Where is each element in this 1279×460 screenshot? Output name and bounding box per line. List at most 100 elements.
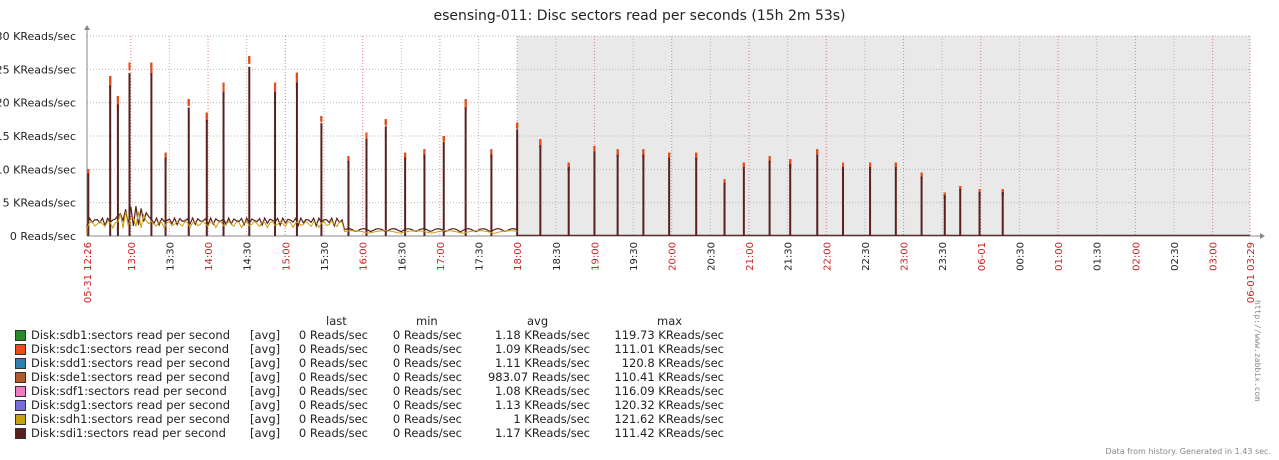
spike-bar xyxy=(404,157,407,236)
legend-header-min: min xyxy=(416,314,438,328)
legend-min: 0 Reads/sec xyxy=(392,370,462,384)
legend-max: 111.01 KReads/sec xyxy=(614,342,724,356)
legend-name: Disk:sdb1:sectors read per second xyxy=(31,328,230,342)
legend-name: Disk:sdf1:sectors read per second xyxy=(31,384,227,398)
x-tick-label: 22:00 xyxy=(822,242,833,271)
legend-min: 0 Reads/sec xyxy=(392,342,462,356)
legend-item: Disk:sdf1:sectors read per second [avg] 0 … xyxy=(0,384,900,398)
legend-item: Disk:sdd1:sectors read per second [avg] 0 … xyxy=(0,356,900,370)
spike-cap xyxy=(205,112,208,123)
legend-last: 0 Reads/sec xyxy=(298,342,368,356)
legend-swatch xyxy=(15,400,26,411)
spike-cap xyxy=(295,72,298,90)
spike-bar xyxy=(187,107,190,237)
x-tick-label: 15:00 xyxy=(281,242,292,271)
spike-bar xyxy=(695,157,698,236)
x-tick-label: 22:30 xyxy=(861,242,872,271)
x-tick-label: 05-31 12:26 xyxy=(83,242,94,303)
spike-cap xyxy=(116,96,119,111)
legend-name: Disk:sdh1:sectors read per second xyxy=(31,412,230,426)
legend-agg: [avg] xyxy=(250,370,281,384)
spike-bar xyxy=(295,82,298,236)
x-tick-label: 13:30 xyxy=(165,242,176,271)
legend-min: 0 Reads/sec xyxy=(392,328,462,342)
spike-cap xyxy=(642,149,645,160)
y-tick-label: 0 Reads/sec xyxy=(10,230,76,243)
spike-cap xyxy=(539,139,542,148)
spike-cap xyxy=(695,152,698,161)
spike-cap xyxy=(842,162,845,170)
spike-bar xyxy=(616,154,619,236)
x-tick-label: 14:00 xyxy=(204,242,215,271)
spike-bar xyxy=(205,120,208,236)
spike-cap xyxy=(320,116,323,123)
x-tick-label: 23:30 xyxy=(938,242,949,271)
spike-bar xyxy=(87,173,90,236)
legend-max: 119.73 KReads/sec xyxy=(614,328,724,342)
spike-bar xyxy=(464,107,467,237)
legend-swatch xyxy=(15,344,26,355)
spike-cap xyxy=(593,146,596,152)
legend-item: Disk:sdh1:sectors read per second [avg] 0 … xyxy=(0,412,900,426)
legend-last: 0 Reads/sec xyxy=(298,356,368,370)
spike-bar xyxy=(723,182,726,236)
legend-swatch xyxy=(15,372,26,383)
x-tick-label: 00:30 xyxy=(1015,242,1026,271)
spike-bar xyxy=(384,126,387,236)
legend-max: 116.09 KReads/sec xyxy=(614,384,724,398)
legend-name: Disk:sdi1:sectors read per second xyxy=(31,426,226,440)
series-line-sdi1 xyxy=(86,206,1250,236)
series-line-sdh1 xyxy=(86,211,518,235)
spike-bar xyxy=(842,167,845,236)
x-tick-label: 20:00 xyxy=(668,242,679,271)
spike-bar xyxy=(978,192,981,236)
spike-cap xyxy=(959,186,962,191)
legend-avg: 1.09 KReads/sec xyxy=(495,342,590,356)
legend-agg: [avg] xyxy=(250,398,281,412)
y-tick-label: 10 KReads/sec xyxy=(0,163,76,176)
legend-item: Disk:sdb1:sectors read per second [avg] 0 … xyxy=(0,328,900,342)
spike-bar xyxy=(150,73,153,236)
legend-agg: [avg] xyxy=(250,426,281,440)
legend-avg: 1.08 KReads/sec xyxy=(495,384,590,398)
side-url: http://www.zabbix.com xyxy=(1253,300,1262,402)
spike-cap xyxy=(365,132,368,145)
spike-cap xyxy=(742,162,745,168)
spike-bar xyxy=(816,154,819,236)
legend-name: Disk:sdd1:sectors read per second xyxy=(31,356,230,370)
legend-last: 0 Reads/sec xyxy=(298,384,368,398)
spike-bar xyxy=(593,151,596,236)
x-tick-label: 06-01 xyxy=(977,242,988,271)
x-tick-label: 19:00 xyxy=(590,242,601,271)
spike-bar xyxy=(894,167,897,236)
spike-bar xyxy=(768,160,771,236)
legend-swatch xyxy=(15,358,26,369)
chart-title: esensing-011: Disc sectors read per seco… xyxy=(433,8,846,24)
legend-header-last: last xyxy=(326,314,347,328)
spike-cap xyxy=(404,152,407,161)
legend-item: Disk:sdg1:sectors read per second [avg] 0 … xyxy=(0,398,900,412)
legend-avg: 1.17 KReads/sec xyxy=(495,426,590,440)
legend-agg: [avg] xyxy=(250,328,281,342)
spike-cap xyxy=(347,156,350,164)
spike-bar xyxy=(668,157,671,236)
spike-bar xyxy=(742,167,745,236)
spike-bar xyxy=(109,85,112,236)
spike-bar xyxy=(365,138,368,236)
legend-swatch xyxy=(15,386,26,397)
x-tick-label: 23:00 xyxy=(900,242,911,271)
x-tick-label: 20:30 xyxy=(706,242,717,271)
legend-min: 0 Reads/sec xyxy=(392,412,462,426)
legend-avg: 1 KReads/sec xyxy=(513,412,590,426)
legend-min: 0 Reads/sec xyxy=(392,426,462,440)
legend-header-max: max xyxy=(657,314,683,328)
legend-max: 110.41 KReads/sec xyxy=(614,370,724,384)
x-tick-label: 18:30 xyxy=(552,242,563,271)
legend-max: 121.62 KReads/sec xyxy=(614,412,724,426)
spike-cap xyxy=(128,62,131,71)
legend-max: 120.32 KReads/sec xyxy=(614,398,724,412)
spike-cap xyxy=(187,99,190,107)
spike-bar xyxy=(116,104,119,237)
spike-cap xyxy=(248,56,251,65)
legend-max: 111.42 KReads/sec xyxy=(614,426,724,440)
